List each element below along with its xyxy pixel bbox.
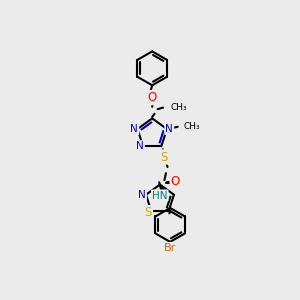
Text: Br: Br [164, 243, 176, 253]
Text: O: O [148, 91, 157, 104]
Text: N: N [136, 141, 144, 151]
Text: N: N [138, 190, 146, 200]
Text: N: N [130, 124, 138, 134]
Text: S: S [161, 151, 168, 164]
Text: HN: HN [152, 190, 167, 200]
Text: S: S [145, 206, 152, 219]
Text: N: N [165, 124, 173, 134]
Text: CH₃: CH₃ [171, 103, 188, 112]
Text: O: O [171, 175, 180, 188]
Text: CH₃: CH₃ [183, 122, 200, 131]
